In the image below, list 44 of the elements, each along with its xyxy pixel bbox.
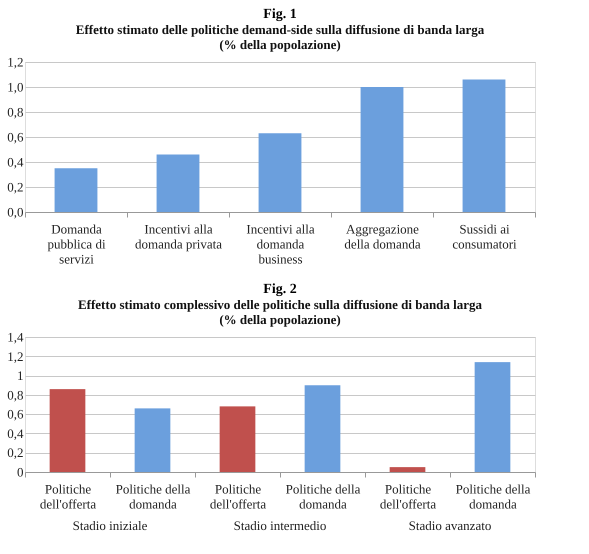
bar (54, 168, 98, 212)
y-tick-label: 1 (17, 368, 24, 384)
x-tick-label: Incentivi alla domanda business (246, 222, 315, 266)
y-tick-label: 0,8 (7, 387, 24, 402)
x-tick-label: Sussidi ai consumatori (452, 222, 518, 252)
bar (390, 467, 426, 472)
x-tick-label: Politiche dell'offerta (210, 482, 266, 512)
bar (474, 362, 510, 472)
x-tick-label: Politiche della domanda (456, 482, 531, 512)
y-tick-label: 0,4 (7, 426, 24, 441)
text: Stadio intermedio (234, 518, 326, 533)
y-tick-label: 0,2 (7, 445, 24, 460)
bar (50, 389, 86, 472)
bar (258, 133, 302, 212)
text: Stadio avanzato (408, 518, 492, 533)
x-tick-label: Incentivi alla domanda privata (135, 222, 222, 252)
x-tick-label: Politiche della domanda (286, 482, 361, 512)
bar (462, 80, 506, 212)
chart-title: Fig. 2 (263, 282, 297, 297)
x-tick-label: Domanda pubblica di servizi (47, 222, 106, 266)
y-tick-label: 0,4 (7, 154, 24, 170)
y-tick-label: 0,2 (7, 180, 24, 194)
chart-subtitle: Effetto stimato complessivo delle politiche sulla diffusione di banda larga (% della popolazione) (78, 297, 483, 327)
x-tick-label: Politiche dell'offerta (40, 482, 96, 512)
y-tick-label: 1,2 (7, 54, 24, 70)
x-tick-label: Aggregazione della domanda (344, 222, 421, 252)
x-tick-label: Politiche della domanda (116, 482, 191, 512)
chart-title: Fig. 1 (263, 7, 297, 22)
bar (156, 154, 200, 212)
y-tick-label: 0,8 (7, 104, 24, 120)
x-tick-label: Politiche dell'offerta (380, 482, 436, 512)
y-tick-label: 1,2 (7, 348, 24, 364)
bar (304, 385, 340, 472)
y-tick-label: 0 (17, 464, 24, 480)
y-tick-label: 1,4 (7, 330, 24, 344)
bar (360, 87, 404, 212)
bar (134, 408, 170, 472)
bar (220, 406, 256, 472)
y-tick-label: 0,0 (7, 204, 24, 220)
y-tick-label: 0,6 (7, 130, 24, 144)
chart-subtitle: Effetto stimato delle politiche demand-side sulla diffusione di banda larga (% della popolazione) (76, 22, 485, 52)
y-tick-label: 1,0 (7, 80, 24, 94)
y-tick-label: 0,6 (7, 406, 24, 422)
text: Stadio iniziale (72, 518, 148, 533)
